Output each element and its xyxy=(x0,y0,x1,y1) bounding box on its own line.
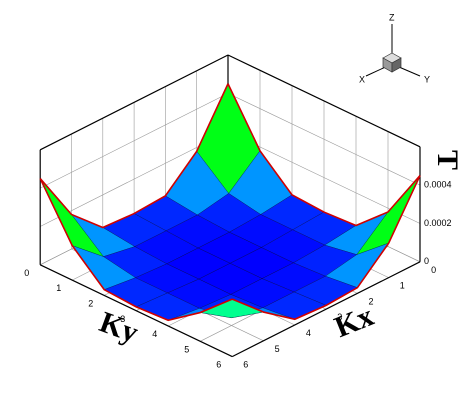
triad-cube xyxy=(391,57,402,73)
box-edge xyxy=(39,264,233,358)
grid-line xyxy=(40,131,229,227)
z-tick-label: 0.0004 xyxy=(424,180,452,190)
grid-line xyxy=(40,93,229,189)
z-axis-title: T xyxy=(431,150,463,170)
surface-edge xyxy=(227,83,421,227)
box-edge xyxy=(231,261,421,358)
y-tick-label: 6 xyxy=(216,360,221,370)
x-tick-label: 6 xyxy=(243,360,248,370)
box-edge xyxy=(227,54,421,148)
x-tick-label: 4 xyxy=(306,328,311,338)
surface-edge xyxy=(39,178,233,322)
grid-line xyxy=(227,93,421,186)
x-tick-label: 3 xyxy=(337,312,342,322)
y-tick-label: 1 xyxy=(56,283,61,293)
surface-edge xyxy=(39,83,229,229)
y-tick-label: 3 xyxy=(120,314,125,324)
y-tick-label: 5 xyxy=(184,344,189,354)
y-tick-label: 2 xyxy=(88,299,93,309)
z-tick-label: 0 xyxy=(424,256,429,266)
x-tick-label: 5 xyxy=(275,344,280,354)
x-tick-label: 1 xyxy=(400,281,405,291)
triad-label: Z xyxy=(389,12,395,22)
plot: 0 1 2 3 4 5 6 0 1 2 3 4 5 6 0 0.0002 0.0004 xyxy=(24,54,452,370)
y-tick-label: 4 xyxy=(152,329,157,339)
y-tick-label: 0 xyxy=(24,268,29,278)
y-axis-title: Ky xyxy=(95,305,142,349)
z-tick-label: 0.0002 xyxy=(424,218,452,228)
orientation-triad: X Y Z xyxy=(359,12,430,84)
triad-label: X xyxy=(359,74,365,84)
surface-edge xyxy=(231,175,421,321)
box-edge xyxy=(39,54,229,151)
x-tick-label: 0 xyxy=(431,265,436,275)
grid-line xyxy=(227,131,421,224)
x-tick-label: 2 xyxy=(368,296,373,306)
triad-label: Y xyxy=(424,74,430,84)
